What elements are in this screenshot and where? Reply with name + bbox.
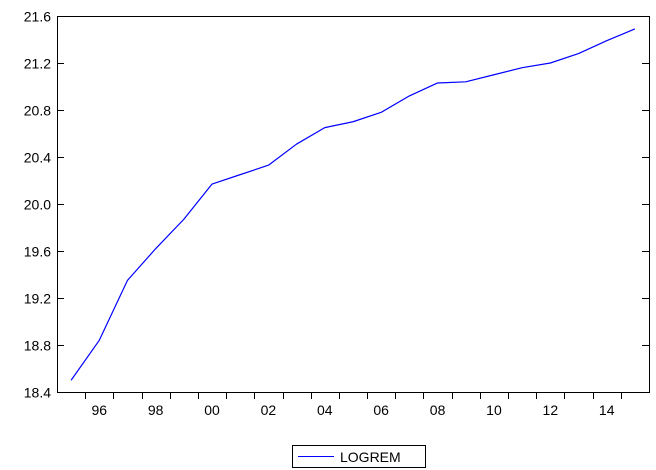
x-tick-label: 96 xyxy=(91,402,107,418)
data-point xyxy=(633,27,637,31)
x-tick-label: 12 xyxy=(543,402,559,418)
data-point xyxy=(210,182,214,186)
x-tick-label: 00 xyxy=(204,402,220,418)
legend-box xyxy=(292,445,426,468)
data-point xyxy=(548,61,552,65)
y-tick-label: 21.6 xyxy=(24,9,51,25)
series-layer xyxy=(69,27,637,382)
plot-area-frame xyxy=(57,16,650,393)
x-tick-label: 02 xyxy=(261,402,277,418)
x-tick-label: 06 xyxy=(373,402,389,418)
data-point xyxy=(379,110,383,114)
data-point xyxy=(125,278,129,282)
series-line-logrem xyxy=(70,28,636,381)
x-tick-label: 98 xyxy=(148,402,164,418)
legend-label: LOGREM xyxy=(340,449,401,465)
data-point xyxy=(577,52,581,56)
y-tick-label: 20.0 xyxy=(24,197,51,213)
y-tick-label: 19.2 xyxy=(24,291,51,307)
y-tick-label: 20.4 xyxy=(24,150,51,166)
y-axis: 18.4 18.8 19.2 19.6 20.0 20.4 20.8 21.2 21.6 xyxy=(24,9,649,401)
data-point xyxy=(323,126,327,130)
data-point xyxy=(605,39,609,43)
data-point xyxy=(407,94,411,98)
data-point xyxy=(492,73,496,77)
x-tick-label: 04 xyxy=(317,402,333,418)
data-point xyxy=(351,120,355,124)
legend: LOGREM xyxy=(292,445,426,468)
data-point xyxy=(182,217,186,221)
x-tick-label: 14 xyxy=(599,402,615,418)
data-point xyxy=(464,80,468,84)
x-tick-label: 08 xyxy=(430,402,446,418)
data-point xyxy=(238,173,242,177)
data-point xyxy=(69,378,73,382)
y-tick-label: 18.8 xyxy=(24,338,51,354)
y-tick-label: 21.2 xyxy=(24,56,51,72)
data-point xyxy=(436,81,440,85)
data-point xyxy=(154,247,158,251)
y-tick-label: 19.6 xyxy=(24,244,51,260)
x-axis: 96 98 00 02 04 06 08 10 12 14 xyxy=(85,392,622,418)
data-point xyxy=(520,66,524,70)
x-tick-label: 10 xyxy=(486,402,502,418)
data-point xyxy=(97,338,101,342)
data-point xyxy=(266,163,270,167)
y-tick-label: 18.4 xyxy=(24,385,51,401)
y-tick-label: 20.8 xyxy=(24,103,51,119)
data-point xyxy=(295,142,299,146)
